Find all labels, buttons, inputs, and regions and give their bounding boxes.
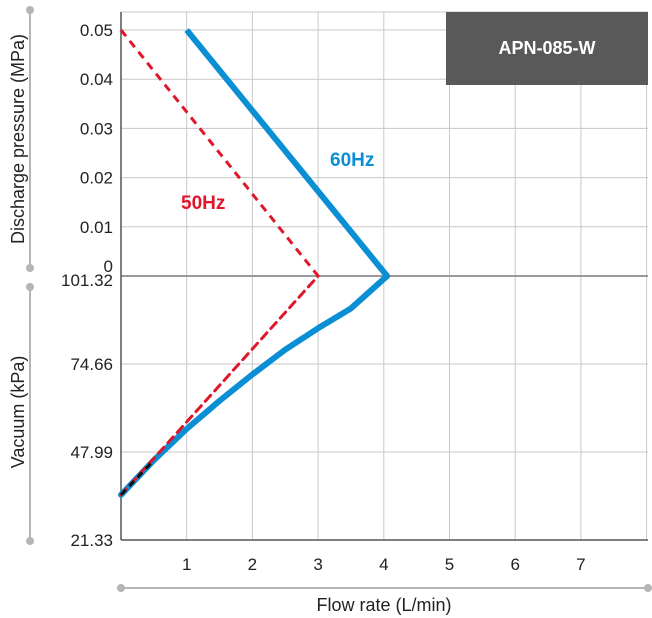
x-tick-label: 5 — [445, 555, 454, 574]
bracket-end-dot — [117, 584, 125, 592]
model-label-box: APN-085-W — [446, 12, 648, 85]
x-tick-label: 2 — [248, 555, 257, 574]
vacuum-tick-label: 47.99 — [70, 443, 113, 462]
bracket-end-dot — [26, 537, 34, 545]
x-axis-title: Flow rate (L/min) — [316, 595, 451, 615]
axis-brackets — [26, 6, 652, 592]
pressure-tick-labels: 0.05 0.04 0.03 0.02 0.01 0 — [80, 21, 113, 276]
x-tick-labels: 1 2 3 4 5 6 7 — [182, 555, 586, 574]
vacuum-tick-label: 101.32 — [61, 271, 113, 290]
curve-overlap-marker — [119, 459, 155, 496]
vacuum-tick-label: 21.33 — [70, 531, 113, 550]
vacuum-tick-labels: 101.32 74.66 47.99 21.33 — [61, 271, 113, 550]
bracket-end-dot — [26, 283, 34, 291]
curve-60hz-pressure — [184, 28, 390, 278]
pressure-tick-label: 0.05 — [80, 21, 113, 40]
curve-50hz-vacuum — [119, 274, 320, 497]
series-label-60hz: 60Hz — [330, 150, 374, 171]
pressure-tick-label: 0.02 — [80, 169, 113, 188]
pressure-tick-label: 0.03 — [80, 119, 113, 138]
x-tick-label: 1 — [182, 555, 191, 574]
pressure-tick-label: 0.04 — [80, 70, 113, 89]
bracket-end-dot — [644, 584, 652, 592]
series-curves — [118, 28, 391, 498]
x-tick-label: 7 — [576, 555, 585, 574]
vacuum-tick-label: 74.66 — [70, 355, 113, 374]
series-label-50hz: 50Hz — [181, 193, 225, 214]
vacuum-axis-title: Vacuum (kPa) — [8, 356, 28, 469]
model-label: APN-085-W — [498, 38, 595, 58]
model-box-background — [446, 12, 648, 85]
x-tick-label: 4 — [379, 555, 388, 574]
pressure-tick-label: 0 — [104, 257, 113, 276]
x-tick-label: 6 — [510, 555, 519, 574]
curve-50hz-pressure — [119, 29, 320, 277]
axes — [120, 12, 648, 541]
bracket-end-dot — [26, 6, 34, 14]
pressure-axis-title: Discharge pressure (MPa) — [8, 34, 28, 244]
bracket-end-dot — [26, 264, 34, 272]
x-tick-label: 3 — [313, 555, 322, 574]
pressure-tick-label: 0.01 — [80, 218, 113, 237]
curve-60hz-vacuum — [118, 273, 391, 498]
